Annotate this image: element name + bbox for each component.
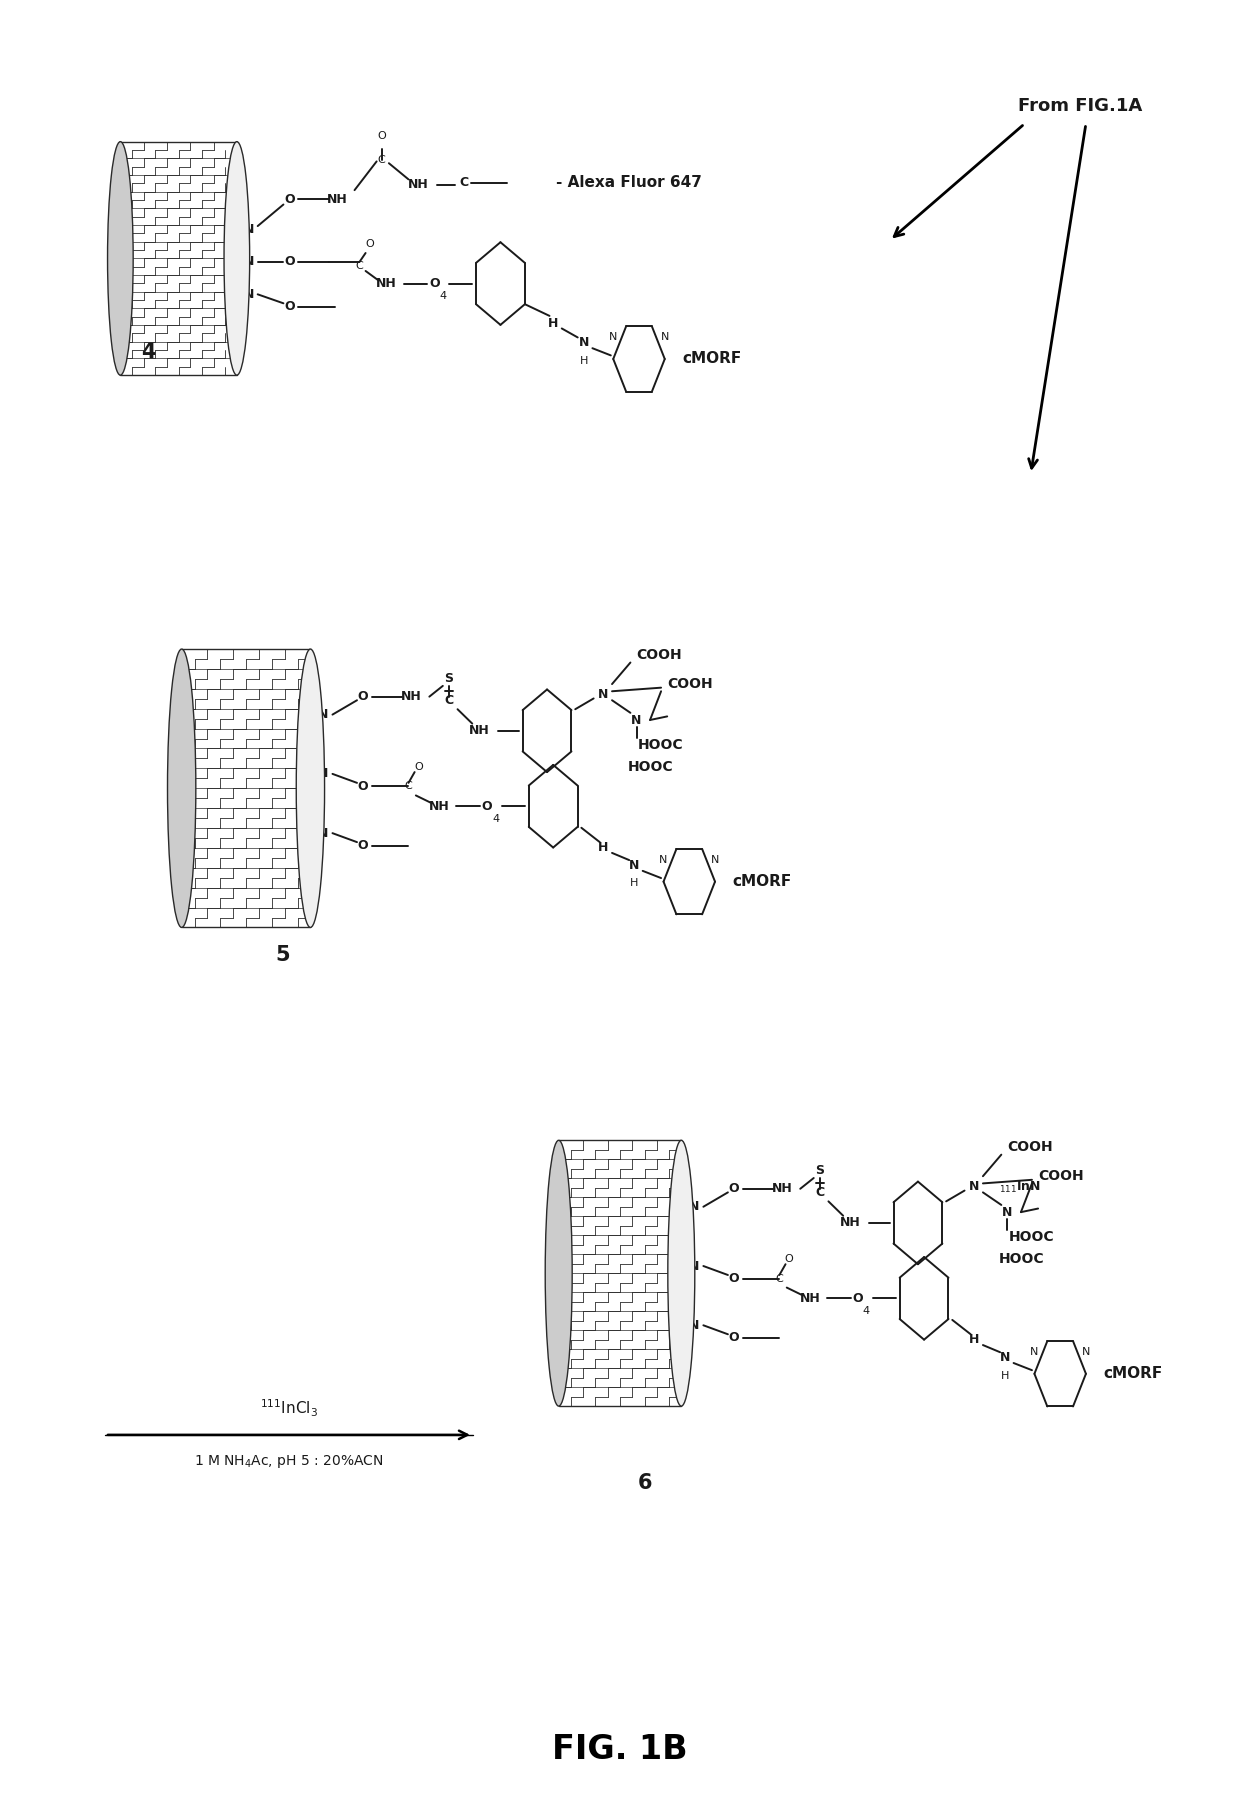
Text: O: O	[785, 1254, 794, 1263]
Text: C: C	[775, 1274, 784, 1283]
Text: N: N	[661, 333, 668, 342]
Text: O: O	[284, 192, 295, 206]
Text: cMORF: cMORF	[682, 351, 742, 366]
Bar	[182, 650, 310, 927]
Text: C: C	[815, 1186, 825, 1198]
Text: S: S	[444, 672, 454, 686]
Text: N: N	[317, 767, 327, 780]
Ellipse shape	[167, 650, 196, 927]
Text: N: N	[598, 688, 609, 700]
Ellipse shape	[668, 1140, 694, 1406]
Text: N: N	[1002, 1205, 1013, 1218]
Text: O: O	[729, 1272, 739, 1285]
Text: C: C	[459, 176, 469, 190]
Bar	[120, 141, 237, 375]
Text: COOH: COOH	[636, 648, 682, 662]
Text: 5: 5	[275, 945, 290, 965]
Text: NH: NH	[429, 800, 450, 813]
Text: N: N	[688, 1319, 699, 1332]
Text: NH: NH	[408, 177, 429, 192]
Text: O: O	[377, 132, 386, 141]
Text: FIG. 1B: FIG. 1B	[552, 1732, 688, 1767]
Text: 4: 4	[863, 1307, 870, 1316]
Text: O: O	[853, 1292, 863, 1305]
Text: N: N	[244, 255, 254, 268]
Text: H: H	[630, 878, 639, 889]
Text: HOOC: HOOC	[999, 1253, 1044, 1265]
Text: O: O	[284, 300, 295, 313]
Text: COOH: COOH	[1007, 1140, 1053, 1155]
Text: O: O	[481, 800, 492, 813]
Ellipse shape	[108, 141, 133, 375]
Text: N: N	[1081, 1347, 1090, 1358]
Text: HOOC: HOOC	[1008, 1231, 1054, 1243]
Ellipse shape	[296, 650, 325, 927]
Text: COOH: COOH	[667, 677, 713, 691]
Text: O: O	[284, 255, 295, 268]
Text: H: H	[1001, 1370, 1009, 1381]
Text: N: N	[970, 1180, 980, 1193]
Ellipse shape	[546, 1140, 572, 1406]
Text: C: C	[404, 782, 413, 791]
Text: N: N	[317, 827, 327, 840]
Text: 4: 4	[492, 814, 500, 824]
Text: 1 M NH$_4$Ac, pH 5 : 20%ACN: 1 M NH$_4$Ac, pH 5 : 20%ACN	[195, 1453, 383, 1470]
Text: O: O	[729, 1332, 739, 1345]
Text: NH: NH	[771, 1182, 792, 1195]
Text: O: O	[358, 780, 368, 793]
Text: O: O	[729, 1182, 739, 1195]
Text: N: N	[631, 713, 642, 726]
Ellipse shape	[224, 141, 249, 375]
Text: $^{111}$InCl$_3$: $^{111}$InCl$_3$	[260, 1397, 317, 1419]
Text: cMORF: cMORF	[1104, 1367, 1162, 1381]
Text: H: H	[548, 317, 558, 329]
Text: H: H	[579, 357, 588, 366]
Text: O: O	[365, 239, 373, 250]
Text: NH: NH	[401, 690, 422, 702]
Text: C: C	[356, 261, 363, 270]
Text: N: N	[999, 1350, 1011, 1365]
Text: - Alexa Fluor 647: - Alexa Fluor 647	[556, 176, 702, 190]
Text: 6: 6	[637, 1473, 652, 1493]
Text: C: C	[444, 693, 454, 706]
Text: N: N	[688, 1260, 699, 1272]
Text: N: N	[317, 708, 327, 720]
Text: cMORF: cMORF	[732, 874, 791, 889]
Text: COOH: COOH	[1038, 1169, 1084, 1184]
Text: NH: NH	[800, 1292, 821, 1305]
Bar	[559, 1140, 681, 1406]
Text: C: C	[378, 154, 386, 165]
Text: O: O	[358, 690, 368, 702]
Text: From FIG.1A: From FIG.1A	[1018, 96, 1143, 114]
Text: N: N	[609, 333, 618, 342]
Text: 4: 4	[140, 342, 155, 362]
Text: H: H	[598, 842, 609, 854]
Text: NH: NH	[376, 277, 397, 290]
Text: N: N	[629, 860, 640, 872]
Text: O: O	[429, 277, 439, 290]
Text: HOOC: HOOC	[637, 738, 683, 753]
Text: S: S	[816, 1164, 825, 1176]
Text: N: N	[688, 1200, 699, 1213]
Text: N: N	[660, 854, 667, 865]
Text: $_{111}$InN: $_{111}$InN	[999, 1180, 1040, 1195]
Text: H: H	[970, 1334, 980, 1347]
Text: 4: 4	[439, 291, 446, 300]
Text: NH: NH	[327, 192, 347, 206]
Text: N: N	[711, 854, 719, 865]
Text: HOOC: HOOC	[627, 760, 673, 773]
Text: N: N	[1030, 1347, 1039, 1358]
Text: N: N	[244, 288, 254, 300]
Text: NH: NH	[841, 1216, 861, 1229]
Text: NH: NH	[469, 724, 490, 737]
Text: N: N	[244, 223, 254, 235]
Text: O: O	[414, 762, 423, 771]
Text: O: O	[358, 840, 368, 853]
Text: N: N	[579, 337, 589, 349]
